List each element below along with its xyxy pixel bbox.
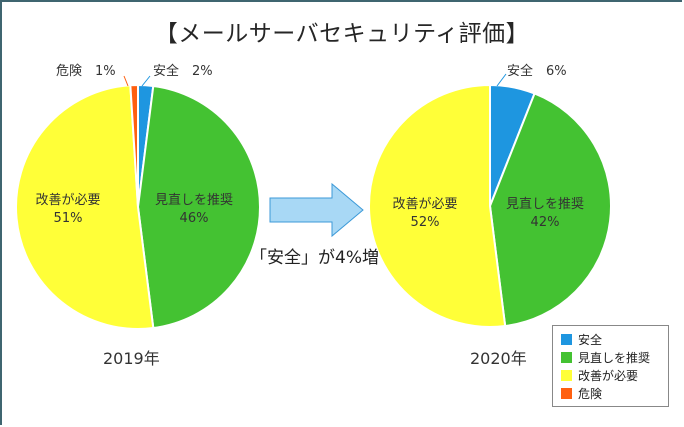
legend-label-danger: 危険 xyxy=(578,386,603,401)
legend-item-safe: 安全 xyxy=(561,330,668,348)
leader-line-safe-2020 xyxy=(496,73,507,87)
label-review-2019: 見直しを推奨 46% xyxy=(144,192,244,228)
label-review-2020: 見直しを推奨 42% xyxy=(495,196,595,232)
label-improve-2020: 改善が必要 52% xyxy=(375,196,475,232)
legend-swatch-safe xyxy=(561,333,572,345)
legend-label-improve: 改善が必要 xyxy=(578,368,639,383)
label-review-name-2020: 見直しを推奨 xyxy=(505,197,584,212)
legend-label-safe: 安全 xyxy=(578,332,603,347)
pie-slice-危険 xyxy=(129,83,139,208)
label-review-pct-2019: 46% xyxy=(179,211,209,226)
legend-swatch-improve xyxy=(561,369,572,381)
legend-swatch-danger xyxy=(561,387,572,399)
leader-line-danger-2019 xyxy=(123,75,129,87)
legend-item-danger: 危険 xyxy=(561,384,668,402)
label-improve-pct-2020: 52% xyxy=(410,215,440,230)
legend: 安全 見直しを推奨 改善が必要 危険 xyxy=(552,325,669,407)
label-review-name-2019: 見直しを推奨 xyxy=(154,193,233,208)
label-safe-2020: 安全 6% xyxy=(507,64,567,79)
label-review-pct-2020: 42% xyxy=(530,215,560,230)
annotation-safe-increase: 「安全」が4%増 xyxy=(250,248,379,268)
label-danger-2019: 危険 1% xyxy=(56,64,116,79)
leader-line-safe-2019 xyxy=(141,75,151,87)
pie-slice-改善が必要 xyxy=(15,84,155,330)
label-improve-name-2020: 改善が必要 xyxy=(392,197,458,212)
legend-item-improve: 改善が必要 xyxy=(561,366,668,384)
increase-arrow-icon xyxy=(269,182,364,238)
label-safe-2019: 安全 2% xyxy=(153,64,213,79)
label-improve-name-2019: 改善が必要 xyxy=(35,193,101,208)
pie-2019 xyxy=(15,83,261,330)
label-improve-pct-2019: 51% xyxy=(53,211,83,226)
pie-2020 xyxy=(368,83,612,328)
chart-title: 【メールサーバセキュリティ評価】 xyxy=(154,21,530,47)
legend-swatch-review xyxy=(561,351,572,363)
pie-slice-見直しを推奨 xyxy=(136,84,261,330)
pie-slice-改善が必要 xyxy=(368,83,507,328)
pie-slice-見直しを推奨 xyxy=(488,92,612,328)
year-label-2019: 2019年 xyxy=(103,349,160,368)
year-label-2020: 2020年 xyxy=(470,349,527,368)
label-improve-2019: 改善が必要 51% xyxy=(18,192,118,228)
legend-item-review: 見直しを推奨 xyxy=(561,348,668,366)
legend-label-review: 見直しを推奨 xyxy=(578,350,651,365)
